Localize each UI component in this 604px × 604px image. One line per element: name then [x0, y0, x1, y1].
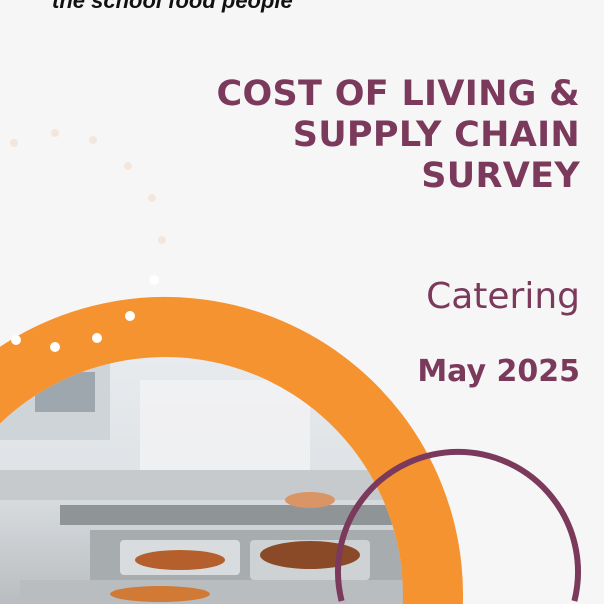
ring-dots — [11, 275, 159, 352]
title-line: SURVEY — [421, 156, 580, 196]
plum-circle-outline — [335, 448, 581, 602]
cover-date: May 2025 — [417, 354, 580, 389]
cover-subtitle: Catering — [426, 276, 580, 317]
orange-ring — [0, 296, 464, 604]
title-line: SUPPLY CHAIN — [292, 115, 580, 155]
brand-tagline: the school food people — [52, 0, 293, 13]
dotted-arc-decoration — [10, 129, 166, 244]
title-line: COST OF LIVING & — [216, 74, 580, 114]
cover-title: COST OF LIVING & SUPPLY CHAIN SURVEY — [216, 74, 580, 197]
